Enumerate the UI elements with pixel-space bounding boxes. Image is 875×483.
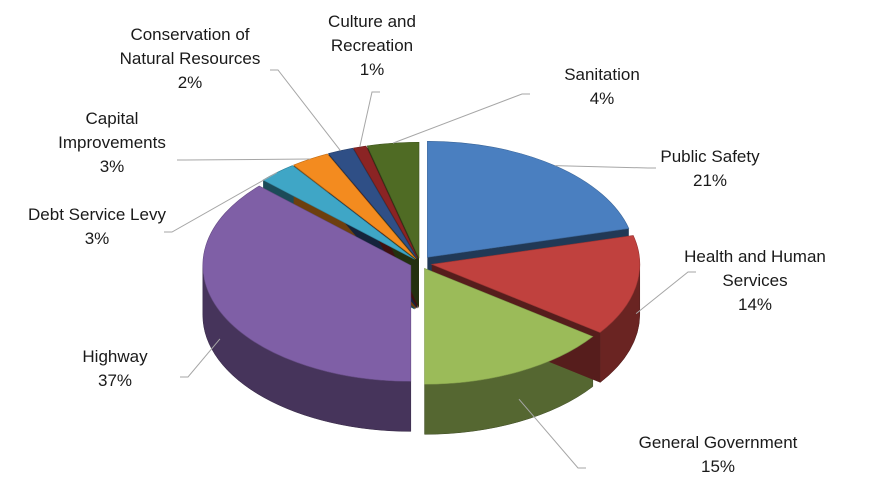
leader-line-1 <box>635 271 696 314</box>
leader-line-6 <box>270 69 341 151</box>
slice-capital-improvements <box>293 153 417 260</box>
leader-lines <box>164 69 696 469</box>
slice-public-safety <box>427 141 630 258</box>
slice-label-3: Highway 37% <box>82 347 148 390</box>
slice-label-7: Culture and Recreation 1% <box>328 12 416 79</box>
slice-highway <box>202 185 412 382</box>
slice-label-5: Capital Improvements 3% <box>58 109 166 176</box>
leader-line-8 <box>392 93 530 144</box>
leader-line-5 <box>177 158 311 161</box>
slice-label-0: Public Safety 21% <box>660 147 760 190</box>
slice-label-4: Debt Service Levy 3% <box>28 205 166 248</box>
leader-line-4 <box>164 171 278 233</box>
leader-line-3 <box>180 338 221 378</box>
slice-label-1: Health and Human Services 14% <box>684 247 826 314</box>
pie-tops <box>202 141 641 385</box>
slice-label-6: Conservation of Natural Resources 2% <box>120 25 261 92</box>
slice-labels: Public Safety 21% Health and Human Services… <box>28 12 826 476</box>
slice-label-8: Sanitation 4% <box>564 65 640 108</box>
slice-label-2: General Government 15% <box>639 433 798 476</box>
leader-line-2 <box>518 398 586 469</box>
slice-conservation-of-natural-resources <box>327 147 418 259</box>
leader-line-0 <box>554 165 656 169</box>
leader-line-7 <box>359 91 380 148</box>
slice-general-government <box>424 267 594 385</box>
slice-health-and-human-services <box>430 235 641 333</box>
slice-sanitation <box>366 141 420 259</box>
